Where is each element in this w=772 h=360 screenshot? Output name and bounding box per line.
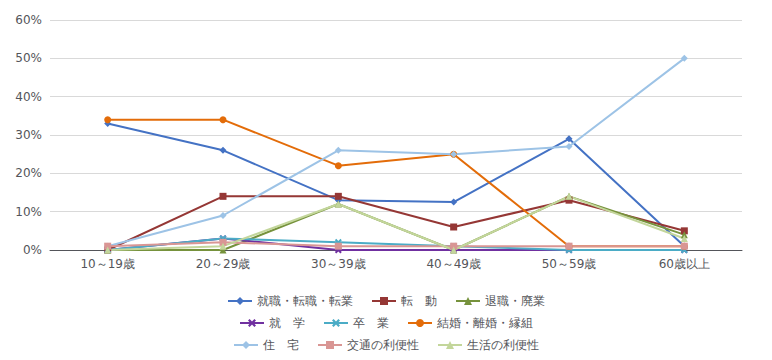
svg-text:0%: 0% bbox=[23, 243, 42, 257]
svg-text:10～19歳: 10～19歳 bbox=[80, 257, 135, 271]
svg-text:住 宅: 住 宅 bbox=[262, 338, 299, 352]
svg-text:就 学: 就 学 bbox=[269, 316, 305, 330]
svg-text:就職・転職・転業: 就職・転職・転業 bbox=[257, 294, 353, 308]
svg-text:転 動: 転 動 bbox=[401, 294, 437, 308]
svg-text:10%: 10% bbox=[15, 205, 42, 219]
svg-text:60%: 60% bbox=[15, 13, 42, 27]
svg-text:60歳以上: 60歳以上 bbox=[659, 257, 710, 271]
svg-text:結婚・離婚・縁組: 結婚・離婚・縁組 bbox=[436, 316, 533, 330]
svg-text:30～39歳: 30～39歳 bbox=[311, 257, 366, 271]
svg-text:40%: 40% bbox=[15, 90, 42, 104]
svg-text:生活の利便性: 生活の利便性 bbox=[467, 338, 539, 352]
svg-text:退職・廃業: 退職・廃業 bbox=[485, 294, 545, 308]
svg-text:50%: 50% bbox=[15, 51, 42, 65]
svg-text:20～29歳: 20～29歳 bbox=[196, 257, 251, 271]
svg-text:40～49歳: 40～49歳 bbox=[426, 257, 481, 271]
svg-text:50～59歳: 50～59歳 bbox=[542, 257, 597, 271]
svg-text:卒 業: 卒 業 bbox=[353, 316, 389, 330]
svg-text:交通の利便性: 交通の利便性 bbox=[347, 338, 419, 352]
svg-text:30%: 30% bbox=[15, 128, 42, 142]
svg-text:20%: 20% bbox=[15, 166, 42, 180]
